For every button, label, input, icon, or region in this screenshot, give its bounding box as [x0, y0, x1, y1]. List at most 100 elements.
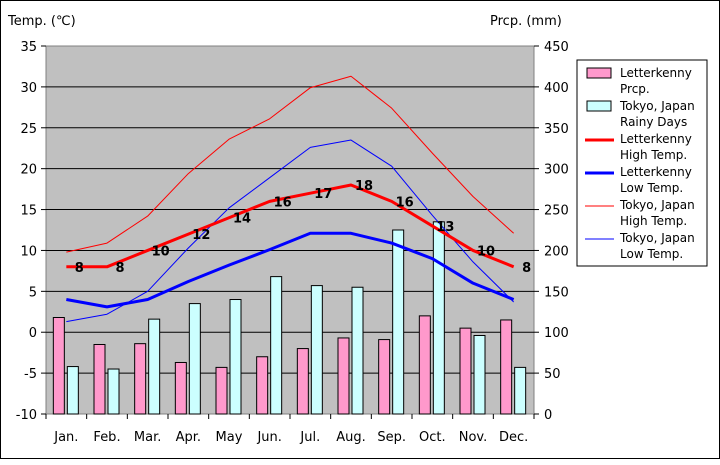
legend-label-line: Tokyo, Japan	[619, 99, 695, 113]
right-tick-label: 150	[544, 285, 569, 300]
series-line	[66, 139, 515, 323]
line-series	[66, 75, 515, 323]
legend-label-line: Low Temp.	[620, 247, 683, 261]
legend-label-line: Low Temp.	[620, 181, 683, 195]
data-labels: 8 8 10 12 14 16 17 18 16 13 10 8	[75, 179, 531, 276]
bar	[107, 368, 120, 415]
x-tick-label: Oct.	[419, 430, 446, 445]
bar	[215, 366, 228, 415]
right-tick-label: 0	[544, 408, 552, 423]
right-tick-label: 50	[544, 367, 561, 382]
legend-label: Letterkenny Prcp.	[620, 66, 692, 96]
legend-label: Letterkenny Low Temp.	[620, 165, 692, 195]
right-tick-label: 300	[544, 163, 569, 178]
data-label: 10	[152, 244, 170, 259]
data-label: 18	[355, 179, 373, 194]
x-tick-label: Dec.	[499, 430, 528, 445]
bar	[337, 337, 350, 415]
left-tick-label: 30	[20, 81, 37, 96]
right-tick-label: 400	[544, 81, 569, 96]
legend-label-line: Letterkenny	[620, 132, 692, 146]
x-tick-label: Jun.	[256, 430, 281, 445]
data-label: 14	[233, 212, 251, 227]
data-label: 13	[436, 220, 454, 235]
x-tick-label: Mar.	[134, 430, 161, 445]
bar	[229, 299, 242, 415]
data-label: 16	[396, 195, 414, 210]
bar	[418, 315, 431, 415]
legend-label-line: High Temp.	[620, 214, 687, 228]
bar	[351, 286, 364, 415]
legend-label: Tokyo, Japan Rainy Days	[619, 99, 695, 129]
x-tick-label: Nov.	[459, 430, 488, 445]
bar	[134, 343, 147, 415]
grid-lines	[46, 86, 534, 374]
bar	[378, 339, 391, 415]
right-tick-label: 350	[544, 122, 569, 137]
legend-label-line: Tokyo, Japan	[619, 231, 695, 245]
data-label: 17	[314, 187, 332, 202]
left-tick-label: 25	[20, 122, 37, 137]
bar	[174, 361, 187, 415]
bar	[296, 348, 309, 415]
left-tick-label: 20	[20, 163, 37, 178]
x-tick-label: Jul.	[299, 430, 320, 445]
left-tick-label: 10	[20, 244, 37, 259]
legend-label-line: Prcp.	[620, 82, 650, 96]
legend-label: Tokyo, Japan Low Temp.	[619, 231, 695, 261]
data-label: 12	[192, 228, 210, 243]
data-label: 16	[274, 195, 292, 210]
data-label: 10	[477, 244, 495, 259]
right-tick-label: 250	[544, 204, 569, 219]
bar-series	[52, 221, 527, 415]
bar	[148, 318, 161, 415]
legend-swatch	[586, 100, 612, 112]
x-tick-label: Apr.	[176, 430, 201, 445]
bar	[459, 327, 472, 415]
left-tick-label: 0	[29, 326, 37, 341]
bar	[514, 366, 527, 415]
right-tick-label: 450	[544, 40, 569, 55]
legend-label-line: Letterkenny	[620, 165, 692, 179]
x-tick-label: Feb.	[93, 430, 120, 445]
bar	[310, 285, 323, 415]
bar	[93, 343, 106, 415]
bar	[270, 276, 283, 415]
series-line	[66, 75, 515, 253]
right-tick-label: 100	[544, 326, 569, 341]
bar	[256, 356, 269, 415]
left-tick-label: -5	[24, 367, 37, 382]
x-tick-label: Aug.	[336, 430, 366, 445]
right-tick-label: 200	[544, 244, 569, 259]
legend-label: Tokyo, Japan High Temp.	[619, 198, 695, 228]
legend-label-line: Rainy Days	[620, 115, 687, 129]
bar	[188, 303, 201, 415]
data-label: 8	[115, 261, 124, 276]
legend-label-line: Tokyo, Japan	[619, 198, 695, 212]
bar	[473, 334, 486, 415]
series-line	[66, 183, 515, 269]
series-line	[66, 231, 515, 309]
legend-label-line: Letterkenny	[620, 66, 692, 80]
left-axis-label: Temp. (℃)	[7, 14, 76, 29]
bar	[432, 221, 445, 415]
legend-swatch	[586, 67, 612, 79]
legend-label: Letterkenny High Temp.	[620, 132, 692, 162]
bar	[500, 319, 513, 415]
bar	[52, 317, 65, 415]
x-tick-label: Jan.	[53, 430, 78, 445]
x-tick-label: Sep.	[377, 430, 406, 445]
left-tick-label: -10	[16, 408, 37, 423]
data-label: 8	[75, 261, 84, 276]
legend-box	[576, 59, 708, 267]
legend-label-line: High Temp.	[620, 148, 687, 162]
legend: Letterkenny Prcp. Tokyo, Japan Rainy Days Le…	[576, 59, 708, 267]
x-tick-label: May	[216, 430, 243, 445]
bar	[392, 229, 405, 415]
bar	[66, 366, 79, 415]
left-tick-label: 15	[20, 204, 37, 219]
left-tick-label: 35	[20, 40, 37, 55]
